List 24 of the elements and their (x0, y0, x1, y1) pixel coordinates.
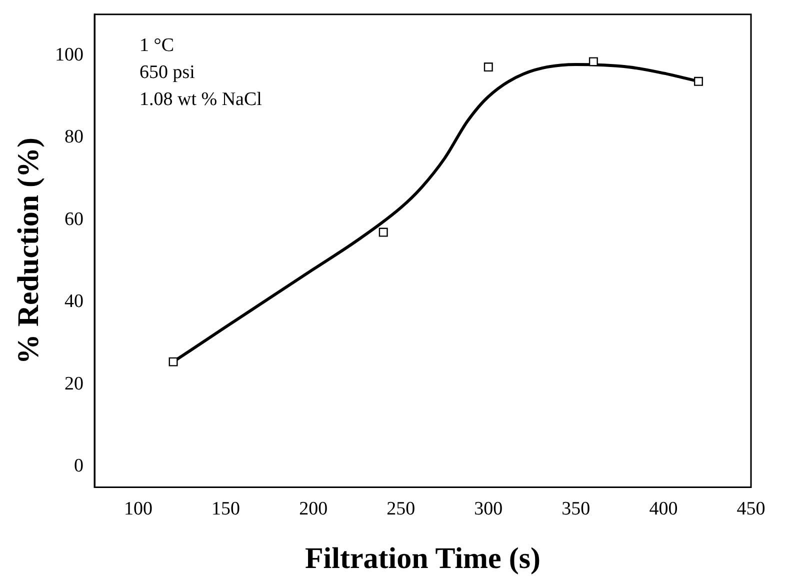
annotation: 650 psi (140, 62, 195, 83)
y-axis-title: % Reduction (%) (12, 137, 45, 364)
annotation: 1 °C (140, 34, 174, 56)
x-tick-label: 200 (299, 498, 328, 520)
y-tick-label: 80 (64, 126, 84, 148)
x-tick-label: 150 (212, 498, 240, 520)
point (484, 62, 493, 72)
x-tick-label: 250 (386, 498, 416, 520)
y-tick-label: 100 (55, 44, 84, 66)
point (168, 357, 178, 366)
point (378, 228, 388, 237)
x-tick-label: 450 (736, 498, 766, 520)
x-tick-label: 400 (649, 498, 678, 520)
x-axis-title: Filtration Time (s) (304, 542, 541, 575)
y-tick-label: 60 (64, 208, 84, 230)
y-tick-label: 20 (64, 373, 84, 394)
point (588, 57, 598, 66)
x-tick-label: 300 (474, 498, 503, 520)
x-tick-label: 350 (562, 498, 590, 520)
y-tick-label: 0 (74, 456, 84, 477)
x-tick-label: 100 (124, 498, 153, 520)
point (694, 76, 703, 86)
annotation: 1.08 wt % NaCl (140, 88, 262, 110)
y-tick-label: 40 (64, 291, 84, 312)
